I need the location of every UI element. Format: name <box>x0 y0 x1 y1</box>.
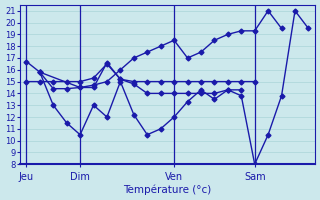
X-axis label: Température (°c): Température (°c) <box>123 185 212 195</box>
